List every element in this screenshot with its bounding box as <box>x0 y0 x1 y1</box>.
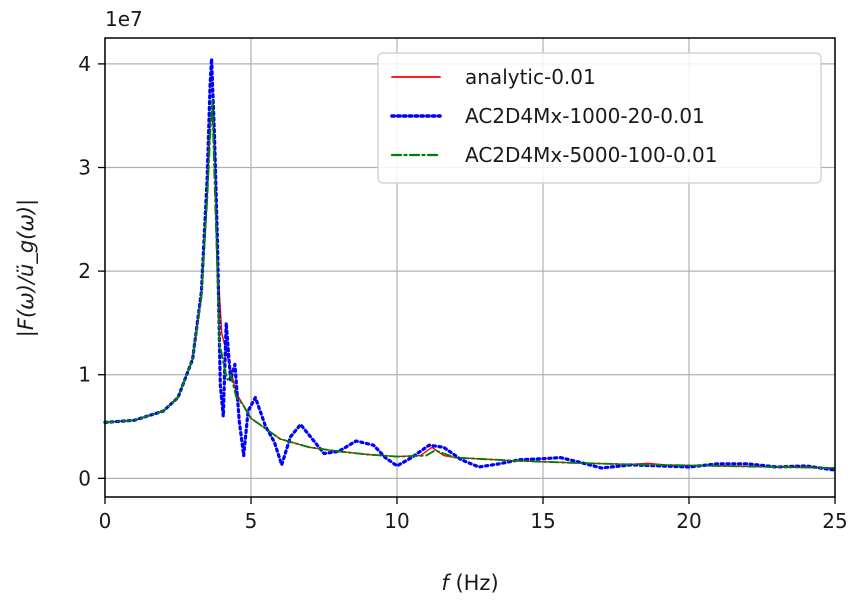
y-ticks: 0 1 2 3 4 <box>78 52 105 490</box>
series-layer <box>103 57 837 472</box>
y-tick-label: 3 <box>78 156 91 180</box>
legend-label-2: AC2D4Mx-1000-20-0.01 <box>465 104 705 128</box>
x-tick-label: 15 <box>530 509 555 533</box>
y-axis-label: |F(ω)/ü_g(ω)| <box>14 199 39 337</box>
plot-frame <box>104 37 836 498</box>
x-tick-label: 5 <box>245 509 258 533</box>
x-axis-label: f (Hz) <box>441 571 498 595</box>
y-tick-label: 1 <box>78 363 91 387</box>
x-axis-label-unit: (Hz) <box>449 571 499 595</box>
legend-label-1: analytic-0.01 <box>465 65 596 89</box>
y-tick-label: 0 <box>78 466 91 490</box>
x-tick-label: 20 <box>676 509 701 533</box>
legend-box <box>377 52 822 184</box>
x-ticks: 0 5 10 15 20 25 <box>99 497 848 533</box>
x-tick-label: 25 <box>822 509 847 533</box>
y-tick-label: 2 <box>78 259 91 283</box>
legend-label-3: AC2D4Mx-5000-100-0.01 <box>465 143 718 167</box>
series-line-2 <box>103 57 837 472</box>
legend: analytic-0.01 AC2D4Mx-1000-20-0.01 AC2D4Mx… <box>377 52 822 184</box>
series-line-3 <box>104 99 836 469</box>
y-tick-label: 4 <box>78 52 91 76</box>
x-tick-label: 10 <box>384 509 409 533</box>
legend-entries: analytic-0.01 AC2D4Mx-1000-20-0.01 AC2D4Mx… <box>390 65 718 167</box>
y-offset-label: 1e7 <box>105 7 143 31</box>
x-tick-label: 0 <box>99 509 112 533</box>
x-axis-label-variable: f <box>441 571 452 595</box>
